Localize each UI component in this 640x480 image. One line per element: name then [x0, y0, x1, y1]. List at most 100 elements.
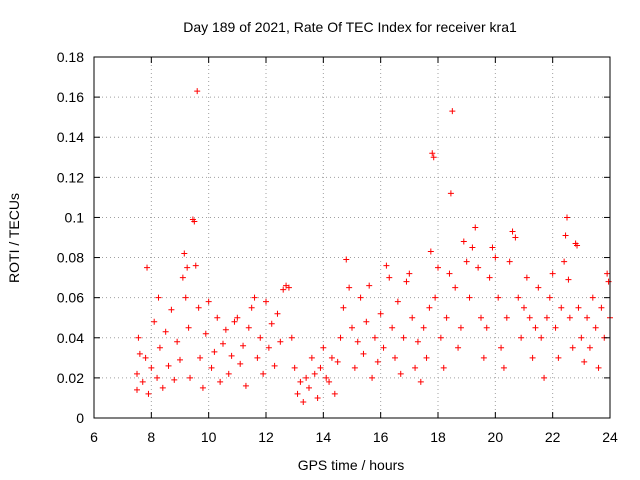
data-point: [139, 378, 146, 385]
data-point: [403, 278, 410, 285]
data-point: [326, 378, 333, 385]
data-point: [605, 278, 612, 285]
y-tick-labels: 0 0.02 0.04 0.06 0.08 0.1 0.12 0.14 0.16 0.18: [57, 49, 84, 426]
data-point: [260, 370, 267, 377]
data-point: [503, 314, 510, 321]
data-point: [357, 294, 364, 301]
y-tick-label: 0.1: [65, 209, 85, 225]
data-point: [254, 354, 261, 361]
data-point: [168, 306, 175, 313]
data-point: [323, 374, 330, 381]
data-point: [440, 364, 447, 371]
data-point: [584, 314, 591, 321]
y-tick-label: 0: [76, 410, 84, 426]
data-point: [366, 282, 373, 289]
data-point: [574, 242, 581, 249]
data-point: [480, 354, 487, 361]
data-point: [145, 390, 152, 397]
data-point: [197, 354, 204, 361]
data-point: [586, 344, 593, 351]
data-point: [159, 384, 166, 391]
data-point: [240, 342, 247, 349]
data-point: [162, 328, 169, 335]
data-point: [294, 390, 301, 397]
data-point: [604, 270, 611, 277]
data-point: [171, 376, 178, 383]
data-points: [134, 88, 613, 405]
data-point: [331, 390, 338, 397]
data-point: [194, 88, 201, 95]
data-point: [334, 358, 341, 365]
data-point: [354, 338, 361, 345]
data-point: [192, 262, 199, 269]
data-point: [154, 374, 161, 381]
grid: [94, 57, 610, 418]
data-point: [457, 324, 464, 331]
data-point: [248, 304, 255, 311]
data-point: [446, 270, 453, 277]
data-point: [245, 324, 252, 331]
data-point: [555, 354, 562, 361]
data-point: [578, 334, 585, 341]
data-point: [135, 334, 142, 341]
data-point: [374, 358, 381, 365]
data-point: [328, 354, 335, 361]
data-point: [575, 304, 582, 311]
y-tick-label: 0.18: [57, 49, 84, 65]
data-point: [455, 344, 462, 351]
data-point: [297, 378, 304, 385]
data-point: [518, 334, 525, 341]
data-point: [308, 354, 315, 361]
data-point: [377, 310, 384, 317]
data-point: [486, 274, 493, 281]
data-point: [400, 334, 407, 341]
data-point: [251, 294, 258, 301]
data-point: [187, 374, 194, 381]
data-point: [526, 314, 533, 321]
data-point: [142, 354, 149, 361]
x-tick-label: 14: [316, 429, 332, 445]
data-point: [430, 154, 437, 161]
data-point: [274, 310, 281, 317]
x-tick-label: 18: [430, 429, 446, 445]
data-point: [228, 352, 235, 359]
x-tick-label: 16: [373, 429, 389, 445]
data-point: [489, 244, 496, 251]
data-point: [447, 190, 454, 197]
data-point: [463, 258, 470, 265]
data-point: [177, 356, 183, 363]
data-point: [199, 384, 206, 391]
data-point: [435, 264, 441, 271]
data-point: [452, 284, 459, 291]
data-point: [291, 364, 298, 371]
data-point: [148, 364, 155, 371]
data-point: [562, 232, 569, 239]
data-point: [569, 344, 576, 351]
data-point: [483, 324, 490, 331]
data-point: [174, 338, 181, 345]
data-point: [538, 334, 545, 341]
data-point: [521, 304, 527, 311]
data-point: [443, 314, 450, 321]
x-tick-label: 20: [488, 429, 504, 445]
data-point: [475, 264, 482, 271]
data-point: [512, 234, 519, 241]
data-point: [205, 298, 212, 305]
y-tick-label: 0.02: [57, 370, 84, 386]
x-tick-labels: 6 8 10 12 14 16 18 20 22 24: [90, 429, 618, 445]
data-point: [155, 294, 162, 301]
data-point: [208, 364, 215, 371]
y-axis-label: ROTI / TECUs: [6, 193, 22, 283]
y-tick-label: 0.12: [57, 169, 84, 185]
data-point: [469, 244, 476, 251]
data-point: [165, 362, 172, 369]
data-point: [214, 314, 221, 321]
x-tick-label: 22: [545, 429, 561, 445]
data-point: [414, 338, 421, 345]
data-point: [506, 258, 513, 265]
x-tick-label: 12: [258, 429, 274, 445]
data-point: [351, 364, 358, 371]
data-point: [397, 370, 404, 377]
data-point: [306, 384, 312, 391]
data-point: [478, 314, 484, 321]
